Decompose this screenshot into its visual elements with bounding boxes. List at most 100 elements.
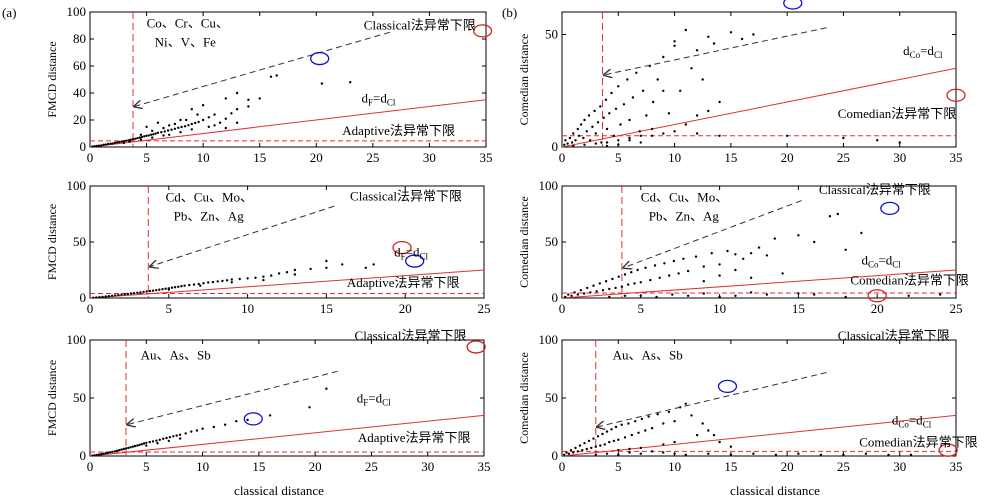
data-point [641, 89, 645, 93]
data-point [187, 124, 190, 127]
equality-line [90, 414, 484, 456]
data-point [684, 28, 687, 32]
robust-label: Adaptive法异常下限 [358, 430, 471, 445]
data-point [172, 435, 175, 438]
y-tick-label: 80 [73, 31, 86, 46]
data-point [594, 453, 597, 456]
data-point [149, 133, 153, 136]
data-point [628, 139, 631, 142]
data-point [608, 287, 611, 291]
data-point [673, 40, 676, 43]
x-tick-label: 15 [252, 459, 265, 474]
x-tick-label: 0 [559, 459, 566, 474]
data-point [207, 116, 210, 119]
data-point [644, 429, 647, 432]
eq-base: d [903, 43, 910, 58]
data-point [844, 248, 847, 251]
data-point [628, 118, 631, 122]
data-point [341, 263, 344, 266]
data-point [604, 280, 608, 283]
data-point [185, 118, 188, 122]
y-axis-title: Comedian distance [517, 34, 531, 126]
eq-mid: =d [909, 413, 923, 428]
data-point [909, 453, 913, 456]
data-point [190, 108, 193, 111]
highlight-circle [867, 289, 887, 303]
x-tick-label: 15 [724, 150, 737, 165]
panel-b-middle: 0 5 10 15 20 25 0 50 100 Comedian distance Cd、Cu、M… [517, 178, 969, 316]
equality-label: dF=dCl [357, 391, 391, 408]
plot-area [562, 186, 956, 298]
y-axis-title: FMCD distance [45, 360, 59, 436]
equality-label: dCo=dCl [861, 252, 901, 269]
data-point [148, 440, 151, 444]
element-list: Cd、Cu、Mo、 [166, 190, 253, 205]
axes-frame [561, 11, 957, 148]
data-point [145, 125, 148, 128]
data-point [142, 442, 146, 445]
data-point [593, 109, 596, 113]
eq-sub2: Cl [382, 398, 391, 408]
panel-a-bottom: 0 5 10 15 20 25 30 35 0 50 100 FMCD distance Au、As、S… [45, 328, 491, 474]
data-point [247, 98, 250, 102]
data-point [605, 144, 609, 147]
data-point [617, 143, 620, 146]
y-tick-label: 40 [73, 85, 86, 100]
data-point [100, 144, 103, 147]
y-tick-label: 50 [545, 234, 558, 249]
highlight-circle [783, 0, 803, 10]
data-point [258, 97, 261, 100]
data-point [143, 135, 146, 138]
x-tick-label: 15 [724, 459, 737, 474]
x-tick-label: 20 [399, 301, 412, 316]
data-point [628, 136, 631, 140]
data-point [673, 44, 676, 47]
data-point [183, 284, 186, 287]
data-point [620, 423, 623, 426]
data-point [649, 278, 652, 282]
data-point [160, 131, 163, 134]
data-point [93, 454, 96, 456]
data-point [601, 289, 605, 292]
data-point [145, 441, 148, 444]
data-point [887, 453, 890, 456]
data-point [158, 288, 161, 291]
data-point [702, 265, 705, 268]
data-point [686, 294, 690, 297]
data-point [101, 295, 104, 298]
eq-sub2: Cl [387, 97, 396, 107]
eq-mid: =d [406, 245, 420, 260]
data-point [148, 289, 152, 293]
data-point [860, 231, 863, 235]
data-point [673, 452, 676, 455]
x-tick-label: 30 [893, 459, 906, 474]
data-point [668, 274, 671, 277]
equality-label: dCo=dCl [903, 43, 943, 60]
data-point [602, 116, 605, 120]
data-point [612, 134, 615, 137]
data-point [91, 145, 94, 147]
data-point [614, 425, 618, 429]
x-tick-label: 10 [713, 301, 726, 316]
data-point [695, 114, 699, 117]
classical-arrow [623, 200, 802, 268]
data-point [605, 141, 609, 144]
classical-label: Classical法异常下限 [819, 182, 931, 197]
x-tick-label: 5 [638, 301, 645, 316]
data-point [98, 296, 101, 298]
data-point [774, 453, 778, 456]
x-tick-label: 5 [615, 459, 622, 474]
data-point [277, 272, 281, 275]
data-point [109, 451, 112, 454]
data-point [594, 142, 597, 145]
data-point [773, 237, 776, 240]
data-point [167, 439, 170, 443]
classical-label: Classical法异常下限 [355, 328, 467, 343]
data-point [151, 289, 155, 292]
data-point [752, 33, 755, 36]
data-point [695, 132, 699, 135]
data-point [134, 137, 137, 140]
data-point [156, 121, 160, 124]
data-point [138, 136, 141, 139]
